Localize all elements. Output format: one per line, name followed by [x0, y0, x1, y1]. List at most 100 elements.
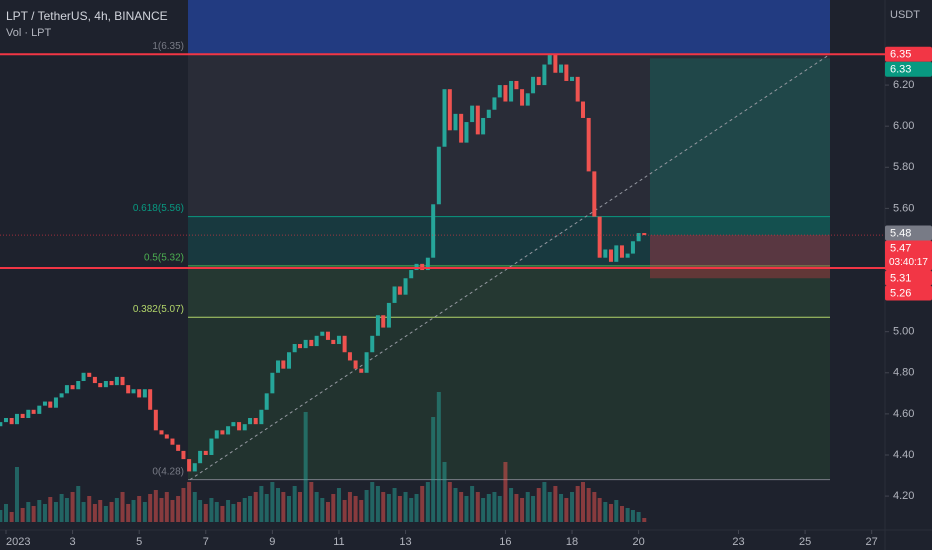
position-target-zone	[650, 58, 830, 236]
volume-bar	[42, 504, 47, 522]
volume-bar	[525, 492, 530, 522]
price-tag	[885, 46, 932, 62]
candle-body	[198, 450, 203, 464]
volume-bar	[425, 482, 430, 522]
volume-bar	[242, 498, 247, 522]
volume-bar	[375, 486, 380, 522]
candle-body	[314, 335, 319, 347]
candle-body	[509, 80, 514, 102]
candle-body	[120, 376, 125, 386]
volume-bar	[586, 488, 591, 522]
fib-label: 0(4.28)	[152, 466, 184, 477]
volume-bar	[564, 498, 569, 522]
candle-body	[608, 249, 613, 262]
volume-bar	[259, 486, 264, 522]
price-tag	[885, 225, 932, 241]
candle-body	[586, 117, 591, 172]
price-tag-label: 5.31	[890, 272, 911, 284]
volume-bar	[98, 500, 103, 522]
y-tick-label: 5.00	[893, 326, 914, 338]
volume-bar	[103, 506, 108, 522]
candle-body	[347, 352, 352, 361]
candle-body	[14, 413, 19, 425]
volume-bar	[87, 496, 92, 522]
volume-bar	[353, 496, 358, 522]
volume-bar	[253, 492, 258, 522]
volume-bar	[497, 496, 502, 522]
volume-bar	[414, 494, 419, 522]
fib-zone	[188, 216, 830, 266]
candle-body	[281, 360, 286, 369]
candle-body	[98, 383, 103, 388]
candle-body	[453, 113, 458, 131]
volume-bar	[492, 492, 497, 522]
volume-bar	[314, 492, 319, 522]
candle-body	[0, 422, 3, 427]
candle-body	[353, 360, 358, 369]
volume-bar	[520, 498, 525, 522]
candle-body	[292, 344, 297, 353]
price-tag	[885, 240, 932, 271]
fib-zone	[188, 317, 830, 480]
candle-body	[542, 64, 547, 86]
candle-body	[64, 385, 69, 394]
y-axis-label: USDT	[890, 9, 920, 21]
candle-body	[392, 286, 397, 303]
volume-bar	[297, 492, 302, 522]
volume-bar	[92, 504, 97, 522]
candle-body	[492, 97, 497, 110]
candle-body	[359, 368, 364, 373]
x-tick-label: 7	[203, 536, 209, 548]
candle-body	[92, 376, 97, 384]
volume-bar	[614, 500, 619, 522]
y-tick-label: 4.20	[893, 490, 914, 502]
volume-bar	[475, 492, 480, 522]
candle-body	[264, 393, 269, 410]
candle-body	[464, 122, 469, 143]
volume-bar	[320, 498, 325, 522]
volume-bar	[486, 494, 491, 522]
y-tick-label: 5.60	[893, 202, 914, 214]
candle-body	[481, 117, 486, 135]
volume-bar	[436, 392, 441, 522]
volume-bar	[187, 482, 192, 522]
countdown: 03:40:17	[889, 257, 928, 268]
volume-bar	[59, 494, 64, 522]
candle-body	[503, 85, 508, 102]
candle-body	[386, 302, 391, 328]
price-tag-label: 5.26	[890, 287, 911, 299]
candle-body	[59, 393, 64, 398]
volume-bar	[181, 488, 186, 522]
candle-body	[159, 430, 164, 435]
candle-body	[514, 80, 519, 90]
candle-body	[109, 381, 114, 386]
candle-body	[331, 339, 336, 345]
candle-body	[420, 263, 425, 271]
volume-bar	[48, 497, 53, 522]
candle-body	[287, 352, 292, 369]
candle-body	[431, 204, 436, 258]
candle-body	[475, 105, 480, 135]
plot-area: 0(4.28) 0.382(5.07) 0.5(5.32) 0.618(5.56) 1(…	[0, 0, 831, 522]
price-tag-label: 5.48	[890, 227, 911, 239]
candle-body	[497, 85, 502, 98]
volume-bar	[126, 504, 131, 522]
candle-body	[270, 372, 275, 394]
x-tick-label: 16	[499, 536, 511, 548]
candle-body	[131, 389, 136, 394]
volume-bar	[14, 467, 19, 522]
volume-bar	[630, 510, 635, 522]
volume-bar	[536, 488, 541, 522]
volume-bar	[447, 482, 452, 522]
volume-bar	[276, 488, 281, 522]
candle-body	[81, 372, 86, 382]
candle-body	[564, 64, 569, 81]
volume-bar	[76, 486, 81, 522]
y-tick-label: 4.80	[893, 367, 914, 379]
candle-body	[203, 450, 208, 455]
x-tick-label: 5	[136, 536, 142, 548]
volume-bar	[303, 412, 308, 522]
fib-label: 0.618(5.56)	[133, 203, 184, 214]
